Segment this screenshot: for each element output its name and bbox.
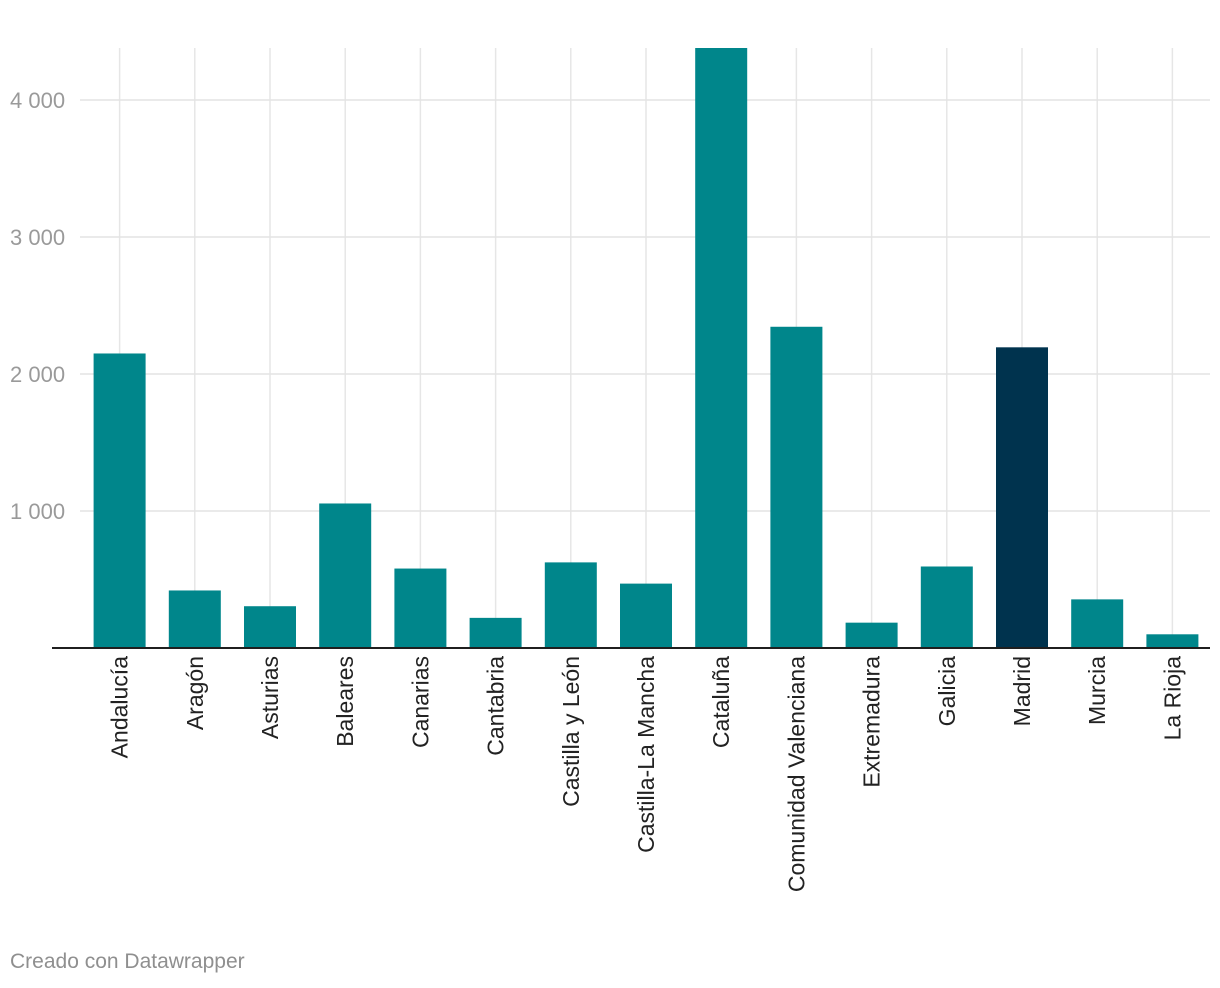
bar-chart: 1 000 2 000 3 000 4 000 Andalucía Aragón Astu… <box>10 48 1210 892</box>
x-tick-label: Cataluña <box>708 656 734 748</box>
bars <box>93 48 1199 648</box>
bar-arag-n[interactable] <box>168 590 221 648</box>
y-tick-label: 2 000 <box>10 362 65 387</box>
credit-text[interactable]: Creado con Datawrapper <box>10 950 245 973</box>
x-tick-label: Andalucía <box>107 656 133 759</box>
x-tick-label: Madrid <box>1009 656 1035 726</box>
bar-asturias[interactable] <box>244 606 296 648</box>
x-tick-label: Castilla-La Mancha <box>633 656 659 853</box>
bar-madrid[interactable] <box>996 347 1048 648</box>
bar-catalu-a[interactable] <box>695 48 748 648</box>
x-tick-label: Baleares <box>332 656 358 747</box>
y-axis-tick-labels: 1 000 2 000 3 000 4 000 <box>10 88 65 524</box>
x-tick-label: Asturias <box>257 656 283 739</box>
bar-castilla-la-mancha[interactable] <box>620 583 672 648</box>
x-tick-label: Cantabria <box>483 656 509 756</box>
x-tick-label: Castilla y León <box>558 656 584 807</box>
bar-la-rioja[interactable] <box>1146 634 1199 648</box>
x-tick-label: La Rioja <box>1159 656 1185 741</box>
bar-murcia[interactable] <box>1071 599 1124 648</box>
x-tick-label: Extremadura <box>859 656 885 788</box>
y-tick-label: 1 000 <box>10 499 65 524</box>
bar-comunidad-valenciana[interactable] <box>770 326 823 648</box>
bar-galicia[interactable] <box>920 566 973 648</box>
x-tick-label: Murcia <box>1084 656 1110 725</box>
x-axis-tick-labels: Andalucía Aragón Asturias Baleares Canarias C… <box>107 656 1186 892</box>
bar-castilla-y-le-n[interactable] <box>544 562 597 648</box>
x-tick-label: Canarias <box>407 656 433 748</box>
x-tick-label: Comunidad Valenciana <box>783 656 809 892</box>
bar-cantabria[interactable] <box>469 617 522 648</box>
bar-baleares[interactable] <box>319 503 372 648</box>
x-tick-label: Aragón <box>182 656 208 730</box>
bar-andaluc-a[interactable] <box>93 353 146 648</box>
y-tick-label: 4 000 <box>10 88 65 113</box>
bar-canarias[interactable] <box>394 568 447 648</box>
x-tick-label: Galicia <box>934 656 960 727</box>
y-tick-label: 3 000 <box>10 225 65 250</box>
bar-extremadura[interactable] <box>845 622 898 648</box>
